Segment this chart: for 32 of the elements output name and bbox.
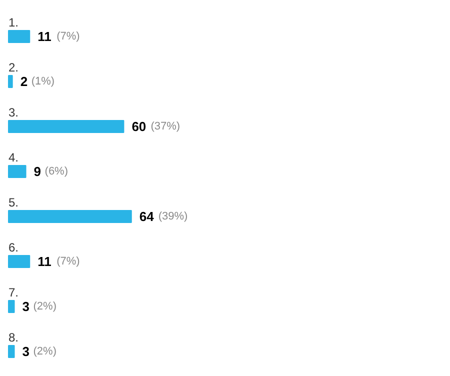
annotation: (2%) bbox=[33, 300, 56, 312]
bar bbox=[8, 345, 15, 358]
y-tick-label: 2. bbox=[8, 60, 19, 74]
data-label: 60 bbox=[132, 119, 146, 134]
bar bbox=[8, 75, 13, 88]
annotation: (37%) bbox=[150, 120, 180, 132]
bar bbox=[8, 165, 26, 178]
annotation: (39%) bbox=[158, 210, 188, 222]
annotation: (7%) bbox=[56, 30, 80, 42]
y-tick-label: 5. bbox=[8, 196, 19, 210]
annotation: (6%) bbox=[44, 166, 68, 178]
data-label: 3 bbox=[22, 299, 30, 314]
y-tick-label: 8. bbox=[8, 330, 19, 344]
data-label: 64 bbox=[139, 209, 155, 224]
bar bbox=[8, 300, 15, 313]
bar bbox=[8, 30, 30, 43]
bar bbox=[8, 255, 30, 268]
y-tick-label: 4. bbox=[8, 150, 19, 164]
y-tick-label: 6. bbox=[8, 240, 19, 254]
y-tick-label: 1. bbox=[8, 16, 19, 30]
annotation: (7%) bbox=[56, 256, 80, 268]
y-tick-label: 3. bbox=[8, 106, 19, 120]
data-label: 3 bbox=[22, 344, 30, 359]
data-label: 11 bbox=[38, 254, 52, 269]
data-label: 2 bbox=[20, 74, 28, 89]
y-tick-label: 7. bbox=[8, 286, 19, 300]
data-label: 11 bbox=[38, 29, 52, 44]
annotation: (1%) bbox=[31, 76, 55, 88]
data-label: 9 bbox=[34, 164, 42, 179]
annotation: (2%) bbox=[33, 346, 56, 358]
bar bbox=[8, 210, 132, 223]
bar bbox=[8, 120, 124, 133]
